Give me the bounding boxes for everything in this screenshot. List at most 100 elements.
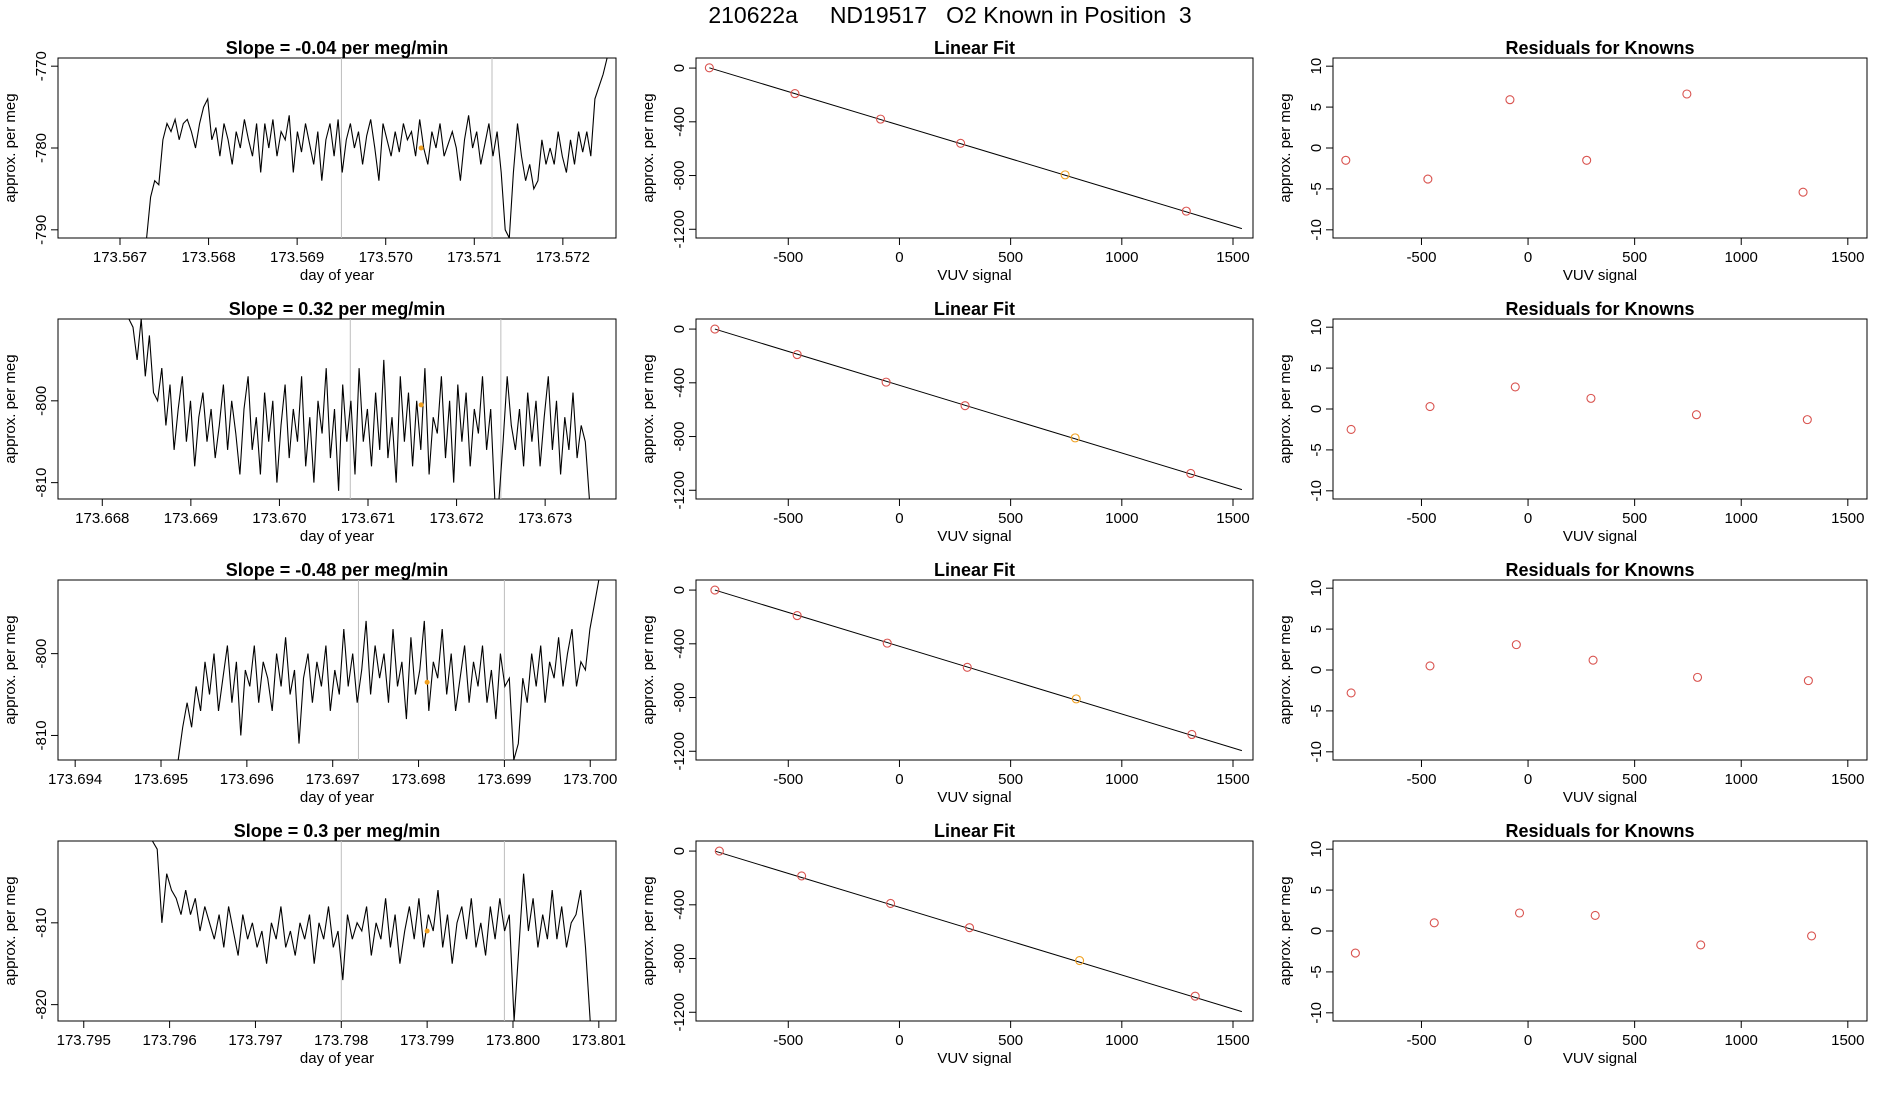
x-tick-label: 173.796 xyxy=(142,1032,196,1049)
data-point xyxy=(1505,95,1515,105)
x-tick-label: 500 xyxy=(998,249,1023,266)
panel-r4c3: Residuals for Knowns -500 0 500 1000 1500 -10 -… xyxy=(1277,821,1868,1067)
plot-frame xyxy=(695,318,1254,500)
data-point xyxy=(790,89,800,99)
panel-title: Residuals for Knowns xyxy=(1505,560,1694,580)
y-tick-label: -810 xyxy=(33,908,50,938)
figure-title: 210622a ND19517 O2 Known in Position 3 xyxy=(708,2,1192,28)
y-axis-label: approx. per meg xyxy=(2,615,19,724)
panel-r3c3: Residuals for Knowns -500 0 500 1000 1500 -10 -… xyxy=(1277,560,1868,806)
plot-frame xyxy=(1332,57,1868,239)
y-tick-label: -810 xyxy=(33,468,50,498)
x-tick-label: 173.800 xyxy=(486,1032,540,1049)
data-point xyxy=(797,871,807,881)
series-line xyxy=(146,58,608,238)
plot-data xyxy=(710,324,1243,491)
plot-data xyxy=(710,585,1243,752)
highlight-point xyxy=(424,928,430,934)
x-tick-label: 500 xyxy=(998,1032,1023,1049)
panel-r4c2: Linear Fit -500 0 500 1000 1500 0 -400 -800 -1200… xyxy=(640,821,1254,1067)
highlight-point xyxy=(1071,694,1081,704)
y-tick-label: 5 xyxy=(1308,625,1325,633)
panel-title: Slope = -0.48 per meg/min xyxy=(226,560,449,580)
y-axis-label: approx. per meg xyxy=(1277,354,1294,463)
x-tick-label: 1500 xyxy=(1216,1032,1249,1049)
y-tick-label: -10 xyxy=(1308,1002,1325,1024)
y-tick-label: -820 xyxy=(33,990,50,1020)
x-axis-label: VUV signal xyxy=(1563,528,1637,545)
data-point xyxy=(881,377,891,387)
panel-r2c2: Linear Fit -500 0 500 1000 1500 0 -400 -800 -1200… xyxy=(640,299,1254,545)
x-tick-label: 1500 xyxy=(1831,510,1864,527)
panel-r1c2: Linear Fit -500 0 500 1000 1500 0 -400 -800 -1200… xyxy=(640,38,1254,284)
y-tick-label: 0 xyxy=(671,586,688,594)
series-line xyxy=(128,319,590,499)
y-axis-label: approx. per meg xyxy=(1277,93,1294,202)
plot-data xyxy=(1346,382,1812,435)
data-point xyxy=(1511,640,1521,650)
data-point xyxy=(1510,382,1520,392)
panel-r3c1: Slope = -0.48 per meg/min 173.694 173.695 1… xyxy=(2,560,617,806)
panel-r2c1: Slope = 0.32 per meg/min 173.668 173.669 17… xyxy=(2,299,617,545)
data-point xyxy=(1803,676,1813,686)
plot-frame xyxy=(695,57,1254,239)
y-tick-label: -400 xyxy=(671,890,688,920)
plot-frame xyxy=(1332,840,1868,1022)
y-axis-label: approx. per meg xyxy=(1277,615,1294,724)
plot-frame xyxy=(1332,318,1868,500)
data-point xyxy=(792,350,802,360)
data-point xyxy=(1588,655,1598,665)
x-tick-label: 173.695 xyxy=(134,771,188,788)
y-tick-label: -790 xyxy=(33,215,50,245)
x-tick-label: 1000 xyxy=(1725,510,1758,527)
x-axis-label: VUV signal xyxy=(1563,267,1637,284)
x-tick-label: 1500 xyxy=(1831,249,1864,266)
data-point xyxy=(714,846,724,856)
x-tick-label: -500 xyxy=(1406,1032,1436,1049)
x-tick-label: 0 xyxy=(895,249,903,266)
plot-frame xyxy=(57,840,617,1022)
y-tick-label: -800 xyxy=(33,639,50,669)
data-point xyxy=(962,662,972,672)
data-point xyxy=(1586,393,1596,403)
x-tick-label: 1500 xyxy=(1216,510,1249,527)
x-axis-label: day of year xyxy=(300,789,374,806)
plot-frame xyxy=(1332,579,1868,761)
y-tick-label: -400 xyxy=(671,629,688,659)
data-point xyxy=(710,585,720,595)
plot-frame xyxy=(57,57,617,239)
data-point xyxy=(882,638,892,648)
data-point xyxy=(1514,908,1525,918)
panel-title: Residuals for Knowns xyxy=(1505,38,1694,58)
y-axis-label: approx. per meg xyxy=(2,354,19,463)
x-tick-label: 173.694 xyxy=(48,771,102,788)
x-tick-label: 500 xyxy=(1622,771,1647,788)
x-tick-label: 1500 xyxy=(1831,1032,1864,1049)
y-axis-label: approx. per meg xyxy=(640,93,657,202)
x-axis-label: VUV signal xyxy=(937,267,1011,284)
y-tick-label: 5 xyxy=(1308,886,1325,894)
y-tick-label: -1200 xyxy=(671,732,688,770)
fit-line xyxy=(714,589,1243,752)
plot-data xyxy=(128,319,590,499)
data-point xyxy=(1425,661,1435,671)
data-point xyxy=(1429,918,1439,928)
y-tick-label: 5 xyxy=(1308,103,1325,111)
plot-data xyxy=(1350,908,1817,958)
x-tick-label: 173.798 xyxy=(314,1032,368,1049)
plot-data xyxy=(704,63,1243,230)
plot-data xyxy=(1341,89,1808,197)
panel-r3c2: Linear Fit -500 0 500 1000 1500 0 -400 -800 -1200… xyxy=(640,560,1254,806)
x-tick-label: 0 xyxy=(895,771,903,788)
fit-line xyxy=(714,850,1243,1013)
y-tick-label: -780 xyxy=(33,133,50,163)
x-tick-label: 173.668 xyxy=(75,510,129,527)
panel-title: Residuals for Knowns xyxy=(1505,821,1694,841)
x-tick-label: 173.572 xyxy=(536,249,590,266)
y-axis-label: approx. per meg xyxy=(640,354,657,463)
x-tick-label: 1500 xyxy=(1831,771,1864,788)
data-point xyxy=(956,138,966,148)
data-point xyxy=(964,923,975,933)
y-tick-label: 10 xyxy=(1308,841,1325,858)
plot-data xyxy=(151,841,591,1021)
